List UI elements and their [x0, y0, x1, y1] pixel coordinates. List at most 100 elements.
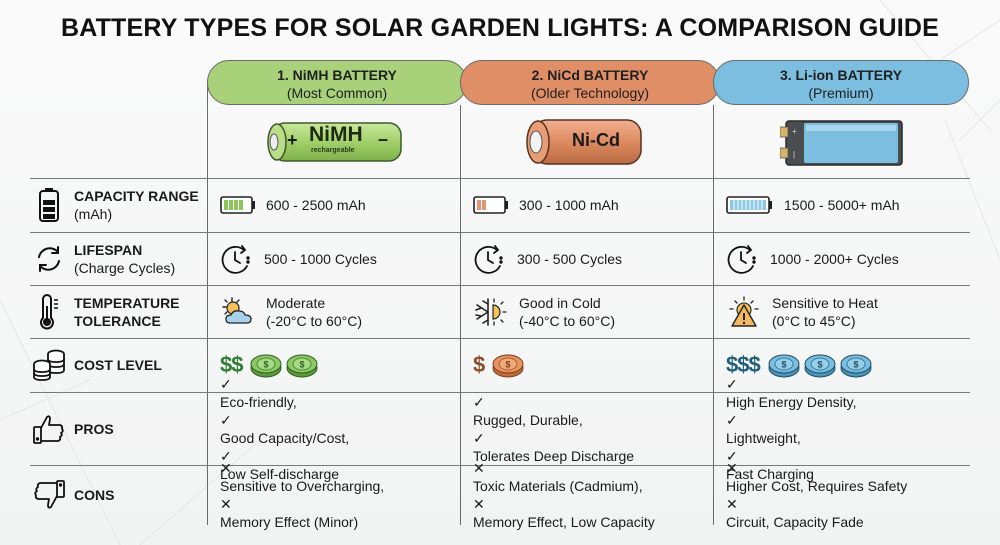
row-label-capacity: CAPACITY RANGE (mAh) [30, 178, 207, 232]
battery-minus-sign: | [793, 150, 795, 159]
coin-icon: $ [840, 354, 872, 377]
pro-item: ✓ Rugged, Durable, [473, 393, 583, 428]
svg-text:$: $ [817, 359, 822, 369]
clock-cycle-icon [220, 243, 254, 275]
svg-text:$: $ [264, 359, 269, 369]
pro-item: ✓ Lightweight, [726, 411, 801, 446]
row-title: CONS [74, 487, 115, 503]
row-title: CAPACITY RANGE [74, 188, 199, 204]
temperature-nimh: Moderate (-20°C to 60°C) [207, 285, 460, 338]
coin-icon: $ [286, 354, 318, 377]
coin-icon: $ [804, 354, 836, 377]
clock-cycle-icon [726, 243, 760, 275]
cross-icon: ✕ [220, 460, 232, 476]
coins-stack-icon [30, 346, 68, 384]
snowflake-sun-icon [473, 296, 509, 328]
temperature-rating: Good in Cold [519, 294, 601, 311]
battery-level-icon [220, 196, 256, 214]
pro-item: ✓ Fast Charging [726, 447, 814, 482]
battery-level-icon [726, 196, 774, 214]
row-subtitle: TOLERANCE [74, 312, 161, 329]
coin-icon: $ [250, 354, 282, 377]
check-icon: ✓ [220, 375, 232, 392]
row-divider [30, 285, 970, 286]
check-icon: ✓ [220, 411, 232, 428]
con-item: ✕ Memory Effect (Minor) [220, 496, 359, 530]
row-divider [30, 338, 970, 339]
column-title: 3. Li-ion BATTERY [779, 67, 903, 83]
column-subtitle: (Older Technology) [530, 85, 650, 101]
nicd-battery-image: Ni-Cd [525, 117, 645, 172]
row-label-cost: COST LEVEL [30, 338, 207, 392]
pro-item: ✓ High Energy Density, [726, 375, 857, 410]
row-label-pros: PROS [30, 392, 207, 465]
cons-liion: ✕ Higher Cost, Requires Safety ✕ Circuit, … [713, 460, 970, 530]
pro-item: ✓ Tolerates Deep Discharge [473, 429, 635, 464]
check-icon: ✓ [726, 411, 738, 428]
pros-nimh: ✓ Eco-friendly, ✓ Good Capacity/Cost, ✓ Low… [207, 376, 460, 482]
battery-label: Ni-Cd [572, 130, 620, 150]
column-title: 2. NiCd BATTERY [531, 67, 649, 83]
row-divider [30, 465, 970, 466]
battery-plus-sign: + [287, 130, 298, 150]
column-header-liion: 3. Li-ion BATTERY (Premium) [713, 60, 969, 105]
row-subtitle: (Charge Cycles) [74, 259, 176, 276]
heat-warning-icon [726, 295, 762, 328]
lifespan-nimh: 500 - 1000 Cycles [207, 232, 460, 285]
battery-sublabel: rechargeable [311, 147, 355, 154]
con-item: ✕ Sensitive to Overcharging, [220, 460, 385, 494]
svg-text:$: $ [300, 359, 305, 369]
capacity-nimh: 600 - 2500 mAh [207, 178, 460, 232]
battery-minus-sign: – [378, 129, 389, 149]
column-header-nicd: 2. NiCd BATTERY (Older Technology) [460, 60, 720, 105]
battery-level-icon [473, 196, 509, 214]
temperature-nicd: Good in Cold (-40°C to 60°C) [460, 285, 713, 338]
coin-icon: $ [492, 354, 524, 377]
check-icon: ✓ [220, 447, 232, 464]
row-title: COST LEVEL [74, 357, 162, 373]
temperature-rating: Sensitive to Heat [772, 294, 878, 311]
grid-divider [713, 105, 714, 525]
nimh-battery-image: + NiMH rechargeable – [265, 120, 405, 169]
cost-liion: $$$ $ $ $ [713, 338, 970, 392]
thumbs-down-icon [30, 476, 68, 514]
column-subtitle: (Most Common) [286, 85, 388, 101]
cost-nimh: $$ $ $ [207, 338, 460, 392]
check-icon: ✓ [726, 447, 738, 464]
cost-sign: $$ [220, 352, 244, 377]
temperature-range: (-20°C to 60°C) [266, 312, 363, 329]
grid-divider [460, 105, 461, 525]
column-header-nimh: 1. NiMH BATTERY (Most Common) [207, 60, 467, 105]
cost-sign: $$$ [726, 352, 761, 377]
temperature-range: (0°C to 45°C) [772, 312, 856, 329]
cost-sign: $ [473, 352, 485, 377]
battery-plus-sign: + [792, 127, 797, 136]
lifespan-value: 300 - 500 Cycles [517, 250, 623, 267]
lifespan-value: 500 - 1000 Cycles [264, 250, 377, 267]
check-icon: ✓ [473, 393, 485, 410]
row-divider [30, 178, 970, 179]
row-label-temperature: TEMPERATURE TOLERANCE [30, 285, 207, 338]
cost-nicd: $ $ [460, 338, 713, 392]
row-title: LIFESPAN [74, 241, 143, 258]
cross-icon: ✕ [473, 496, 485, 512]
cross-icon: ✕ [220, 496, 232, 512]
lifespan-nicd: 300 - 500 Cycles [460, 232, 713, 285]
battery-label: NiMH [309, 123, 363, 146]
con-item: ✕ Higher Cost, Requires Safety [726, 460, 908, 494]
svg-text:$: $ [853, 359, 858, 369]
cons-nimh: ✕ Sensitive to Overcharging, ✕ Memory Effe… [207, 460, 460, 530]
column-title: 1. NiMH BATTERY [277, 67, 397, 83]
con-item: ✕ Toxic Materials (Cadmium), [473, 460, 643, 494]
capacity-value: 300 - 1000 mAh [519, 197, 619, 213]
clock-cycle-icon [473, 243, 507, 275]
row-title: TEMPERATURE [74, 294, 180, 311]
temperature-liion: Sensitive to Heat (0°C to 45°C) [713, 285, 970, 338]
check-icon: ✓ [473, 429, 485, 446]
row-title: PROS [74, 420, 114, 437]
svg-text:$: $ [781, 359, 786, 369]
refresh-cycle-icon [30, 240, 68, 278]
row-label-cons: CONS [30, 465, 207, 525]
sun-cloud-icon [220, 296, 256, 328]
lifespan-value: 1000 - 2000+ Cycles [770, 250, 899, 267]
